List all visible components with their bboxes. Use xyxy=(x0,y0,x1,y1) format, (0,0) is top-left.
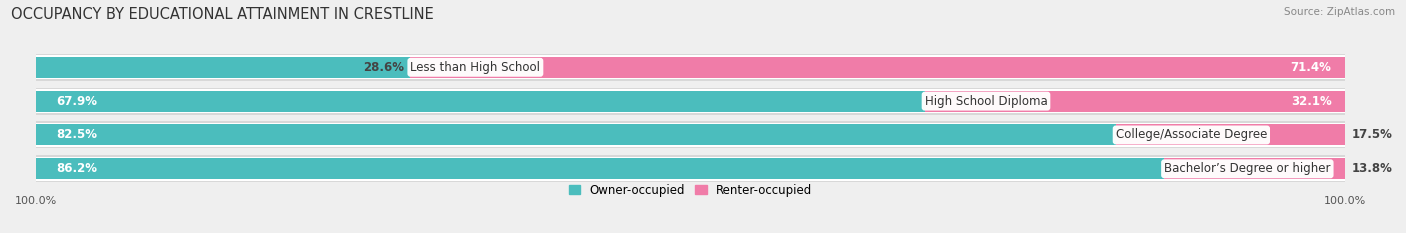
Text: High School Diploma: High School Diploma xyxy=(925,95,1047,108)
Bar xyxy=(37,91,925,112)
Text: Less than High School: Less than High School xyxy=(411,61,540,74)
Bar xyxy=(925,91,1344,112)
Bar xyxy=(411,57,1344,78)
Bar xyxy=(1116,124,1344,145)
Text: 13.8%: 13.8% xyxy=(1351,162,1392,175)
Bar xyxy=(37,54,1344,81)
Bar xyxy=(37,124,1116,145)
Bar xyxy=(37,88,1344,115)
Text: Bachelor’s Degree or higher: Bachelor’s Degree or higher xyxy=(1164,162,1330,175)
Legend: Owner-occupied, Renter-occupied: Owner-occupied, Renter-occupied xyxy=(568,184,813,196)
Bar xyxy=(37,157,1344,181)
Text: Source: ZipAtlas.com: Source: ZipAtlas.com xyxy=(1284,7,1395,17)
Text: 28.6%: 28.6% xyxy=(363,61,404,74)
Bar xyxy=(37,89,1344,113)
Bar xyxy=(37,155,1344,182)
Bar xyxy=(37,121,1344,148)
Bar xyxy=(37,158,1164,179)
Text: College/Associate Degree: College/Associate Degree xyxy=(1116,128,1267,141)
Text: 67.9%: 67.9% xyxy=(56,95,97,108)
Text: 17.5%: 17.5% xyxy=(1351,128,1392,141)
Text: 86.2%: 86.2% xyxy=(56,162,97,175)
Text: 71.4%: 71.4% xyxy=(1291,61,1331,74)
Text: OCCUPANCY BY EDUCATIONAL ATTAINMENT IN CRESTLINE: OCCUPANCY BY EDUCATIONAL ATTAINMENT IN C… xyxy=(11,7,434,22)
Bar xyxy=(1164,158,1344,179)
Text: 82.5%: 82.5% xyxy=(56,128,97,141)
Bar xyxy=(37,57,411,78)
Bar xyxy=(37,123,1344,147)
Text: 32.1%: 32.1% xyxy=(1291,95,1331,108)
Bar xyxy=(37,55,1344,79)
